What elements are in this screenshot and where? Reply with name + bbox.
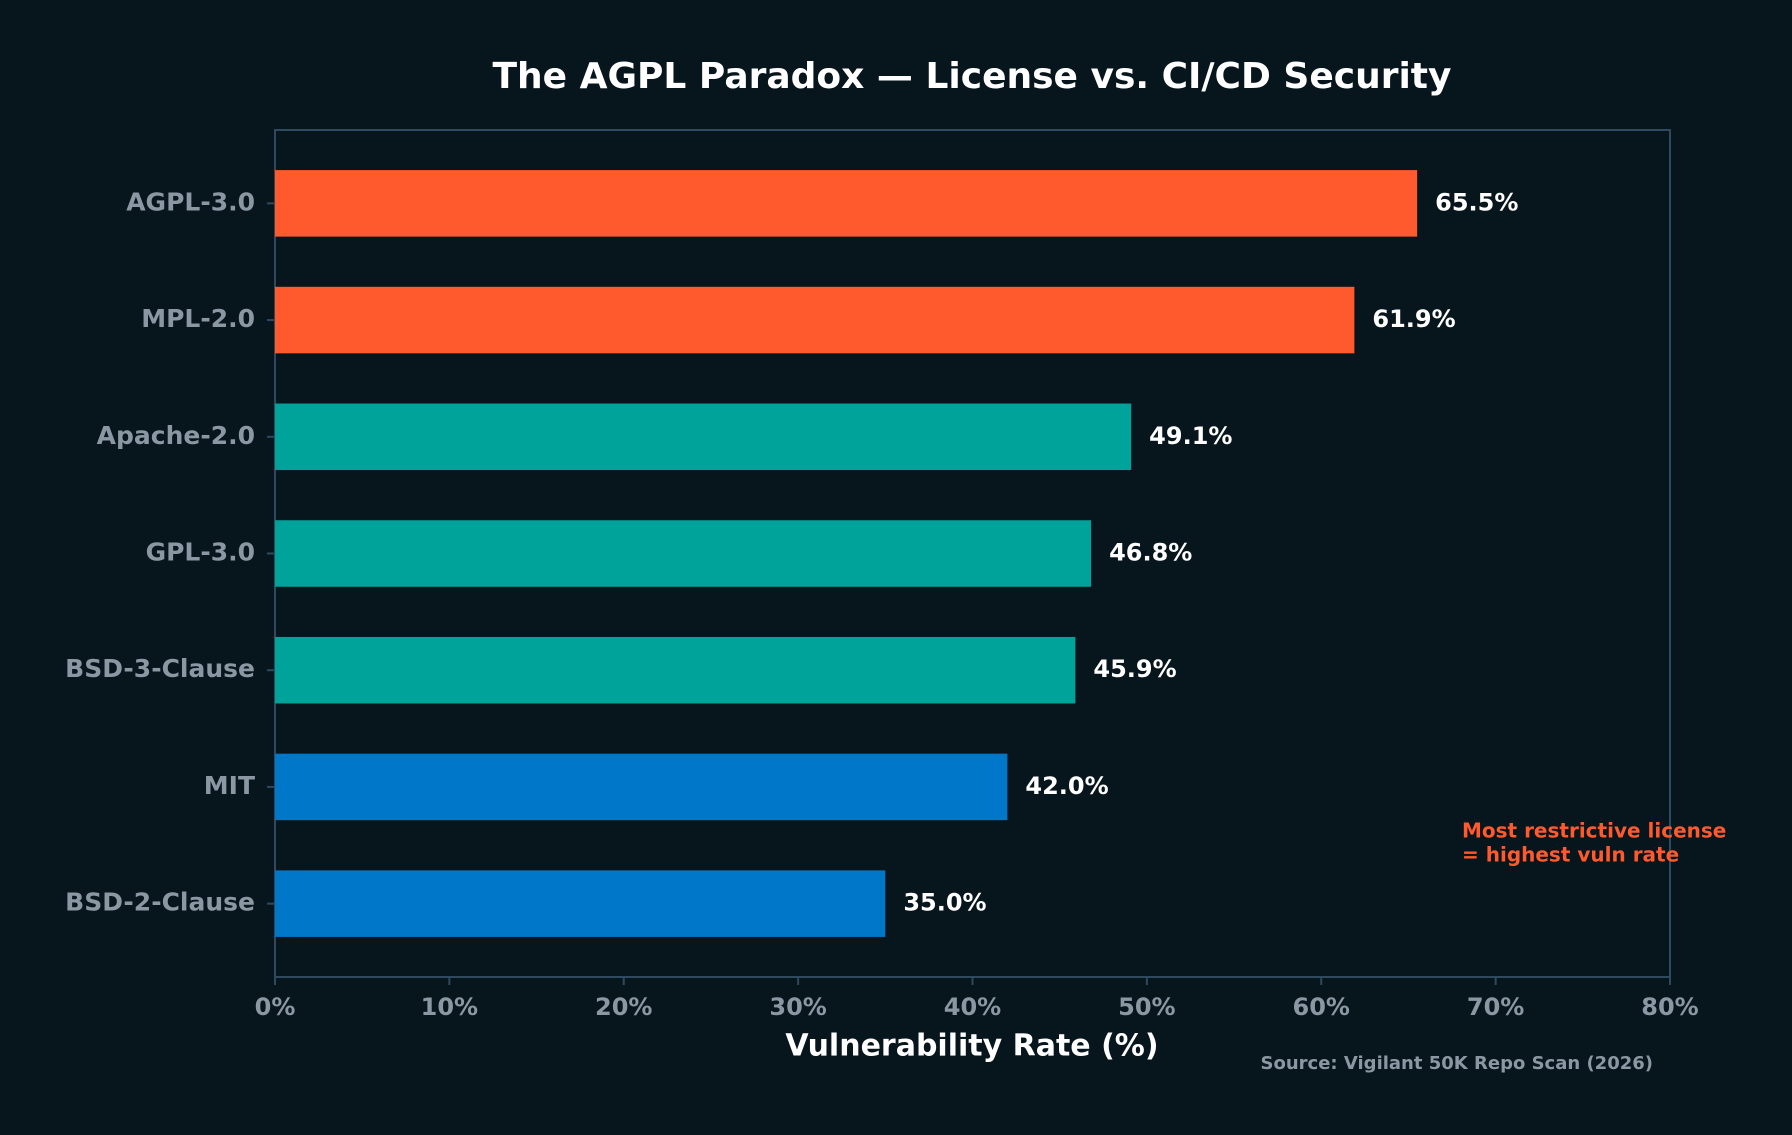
value-label: 61.9%	[1372, 305, 1455, 333]
y-tick-label: MPL-2.0	[141, 304, 255, 333]
x-axis-title: Vulnerability Rate (%)	[785, 1029, 1158, 1064]
value-label: 45.9%	[1093, 655, 1176, 683]
bar	[275, 403, 1132, 471]
value-label: 65.5%	[1435, 188, 1518, 216]
annotation: = highest vuln rate	[1462, 843, 1679, 867]
bar	[275, 170, 1418, 237]
y-tick-label: BSD-2-Clause	[65, 888, 255, 917]
x-tick-label: 30%	[769, 993, 826, 1021]
bar	[275, 636, 1076, 704]
value-label: 35.0%	[903, 889, 986, 917]
chart-title: The AGPL Paradox — License vs. CI/CD Sec…	[493, 56, 1452, 97]
y-tick-label: BSD-3-Clause	[65, 654, 255, 683]
value-label: 42.0%	[1025, 772, 1108, 800]
x-tick-label: 50%	[1118, 993, 1175, 1021]
bar	[275, 520, 1092, 587]
y-tick-label: AGPL-3.0	[126, 187, 255, 216]
x-tick-label: 80%	[1641, 993, 1698, 1021]
value-label: 49.1%	[1149, 422, 1232, 450]
bar	[275, 870, 886, 937]
x-tick-label: 60%	[1293, 993, 1350, 1021]
y-tick-label: MIT	[204, 771, 255, 800]
x-tick-label: 20%	[595, 993, 652, 1021]
x-tick-label: 40%	[944, 993, 1001, 1021]
x-tick-label: 10%	[421, 993, 478, 1021]
x-tick-label: 70%	[1467, 993, 1524, 1021]
y-tick-label: GPL-3.0	[146, 538, 255, 567]
x-tick-label: 0%	[255, 993, 296, 1021]
value-label: 46.8%	[1109, 539, 1192, 567]
bar	[275, 286, 1355, 354]
source-note: Source: Vigilant 50K Repo Scan (2026)	[1261, 1053, 1653, 1074]
y-tick-label: Apache-2.0	[97, 421, 255, 450]
annotation: Most restrictive license	[1462, 819, 1726, 843]
bar	[275, 753, 1008, 821]
